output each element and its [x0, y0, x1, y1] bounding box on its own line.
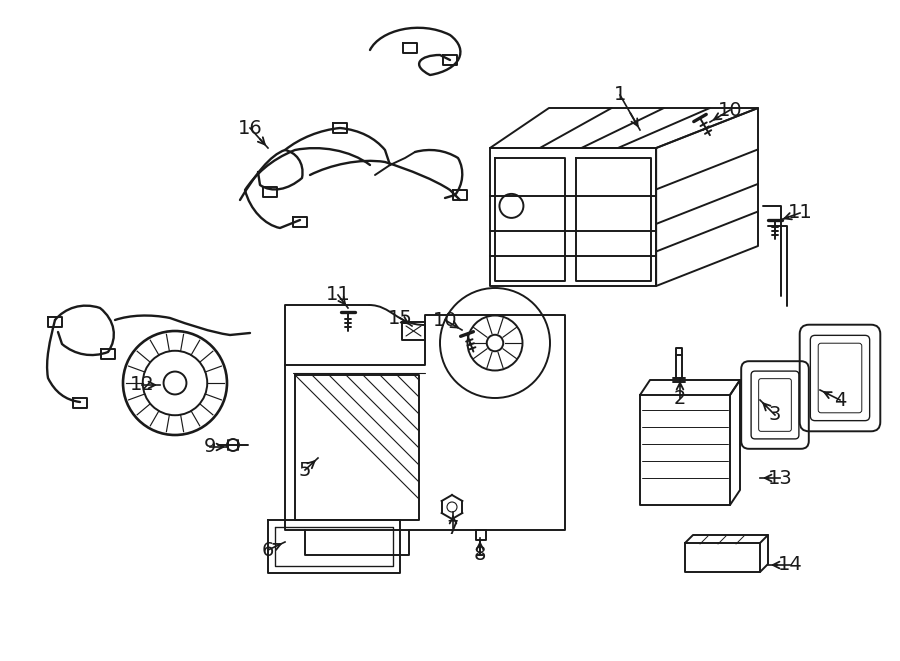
Text: 10: 10: [717, 100, 742, 120]
Text: 15: 15: [388, 309, 412, 327]
Text: 14: 14: [778, 555, 803, 574]
Text: 8: 8: [473, 545, 486, 563]
Text: 4: 4: [833, 391, 846, 410]
Text: 5: 5: [299, 461, 311, 479]
Text: 7: 7: [446, 518, 459, 537]
Text: 2: 2: [674, 389, 686, 407]
Text: 11: 11: [788, 204, 813, 223]
Text: 6: 6: [262, 541, 274, 559]
Text: 11: 11: [326, 286, 350, 305]
Text: 1: 1: [614, 85, 626, 104]
Text: 10: 10: [433, 311, 457, 329]
Text: 9: 9: [203, 438, 216, 457]
Text: 3: 3: [769, 405, 781, 424]
Text: 13: 13: [768, 469, 792, 488]
Text: 12: 12: [130, 375, 155, 395]
Text: 16: 16: [238, 118, 263, 137]
